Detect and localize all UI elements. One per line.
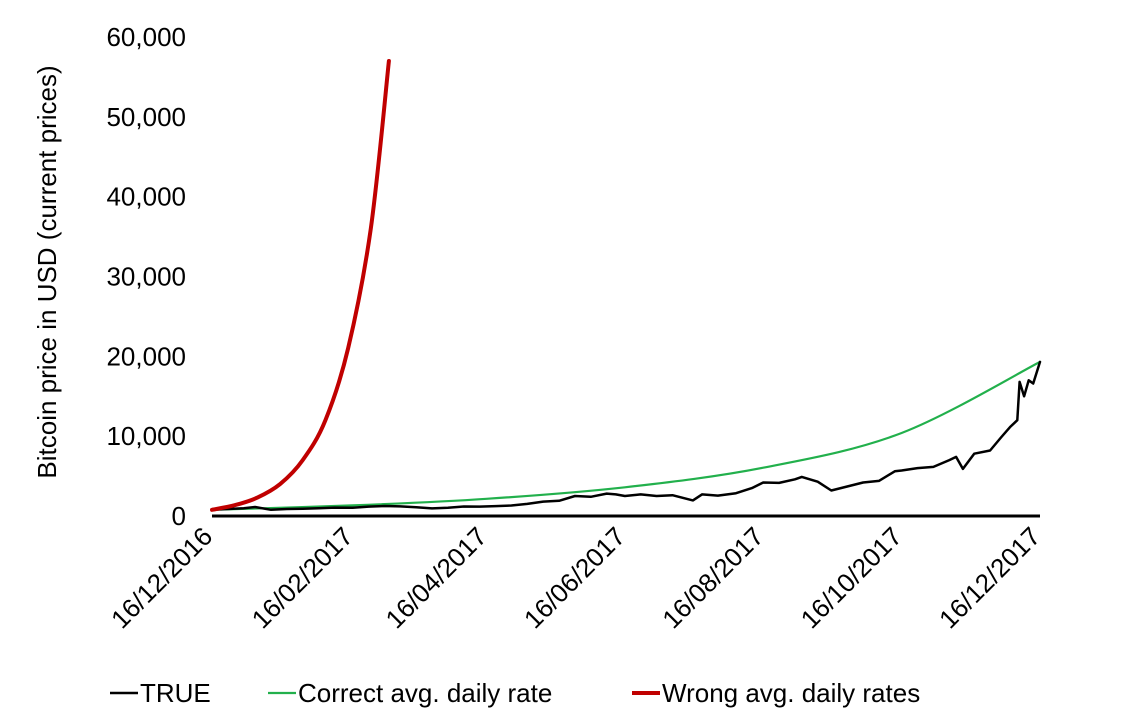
- legend-label: Correct avg. daily rate: [298, 678, 552, 708]
- x-axis-ticks: 16/12/2016 16/02/2017 16/04/2017 16/06/2017…: [105, 521, 1046, 634]
- y-axis-title: Bitcoin price in USD (current prices): [32, 65, 62, 478]
- x-tick-label: 16/10/2017: [795, 521, 908, 634]
- x-tick-label: 16/12/2016: [105, 521, 218, 634]
- series-line-wrong-rates: [210, 59, 391, 512]
- y-tick-label: 10,000: [106, 421, 186, 451]
- y-tick-label: 40,000: [106, 182, 186, 212]
- y-tick-label: 0: [172, 501, 186, 531]
- y-tick-label: 60,000: [106, 22, 186, 52]
- series-line-correct-rate: [210, 360, 1042, 511]
- legend: TRUE Correct avg. daily rate Wrong avg. da…: [110, 678, 920, 708]
- y-tick-label: 20,000: [106, 341, 186, 371]
- legend-label: Wrong avg. daily rates: [662, 678, 920, 708]
- series-line-true: [210, 360, 1042, 512]
- series-layer: [210, 59, 1042, 512]
- y-tick-label: 50,000: [106, 102, 186, 132]
- x-tick-label: 16/02/2017: [246, 521, 359, 634]
- legend-label: TRUE: [140, 678, 211, 708]
- y-tick-label: 30,000: [106, 262, 186, 292]
- x-tick-label: 16/04/2017: [379, 521, 492, 634]
- y-axis-ticks: 0 10,000 20,000 30,000 40,000 50,000 60,000: [106, 22, 186, 531]
- x-tick-label: 16/12/2017: [933, 521, 1046, 634]
- x-tick-label: 16/08/2017: [656, 521, 769, 634]
- x-tick-label: 16/06/2017: [518, 521, 631, 634]
